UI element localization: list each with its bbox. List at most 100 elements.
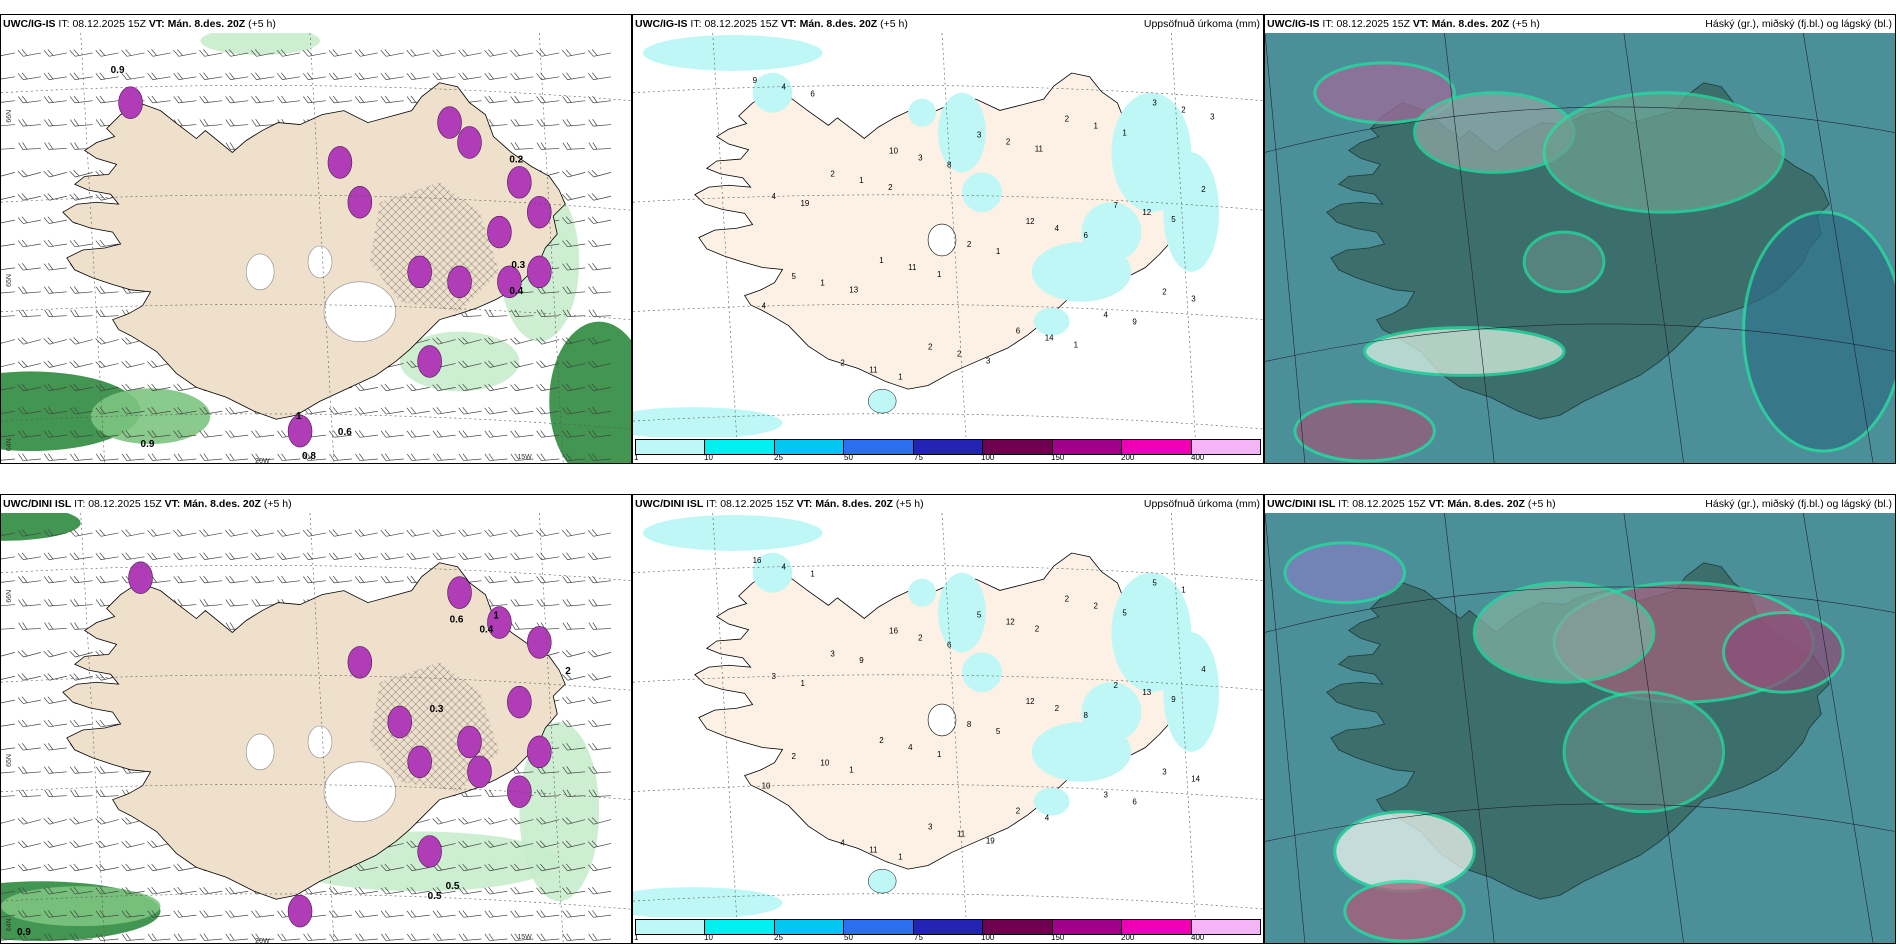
precip-value: 4 bbox=[782, 563, 787, 572]
cloud-area bbox=[1343, 879, 1466, 943]
wind-barb bbox=[69, 766, 93, 774]
wind-value: 0.3 bbox=[430, 704, 444, 715]
wind-barb bbox=[561, 337, 586, 345]
wind-barb bbox=[536, 72, 560, 80]
precip-legend: 1 10 25 50 75 100 150 200 400 bbox=[633, 917, 1263, 943]
wind-barb bbox=[354, 72, 378, 80]
wind-barb bbox=[69, 406, 93, 415]
precip-value: 9 bbox=[1171, 695, 1176, 704]
wind-barb bbox=[173, 886, 197, 895]
wind-barb bbox=[406, 430, 430, 438]
wind-barb bbox=[43, 383, 67, 392]
wind-barb bbox=[18, 118, 41, 127]
precip-map: 9 10 12 2 2 3 7 5 2 2 2 1 6 3 2 2 4 4 3 4 3 11 2 12 1 2 1 4 11 14 2 1 1 9… bbox=[633, 33, 1263, 437]
wind-barb bbox=[173, 529, 197, 537]
legend-label: 25 bbox=[774, 453, 783, 462]
precip-value: 13 bbox=[849, 286, 858, 295]
legend-swatch bbox=[1122, 920, 1192, 934]
wind-barb bbox=[225, 406, 249, 415]
wind-barb bbox=[147, 72, 171, 80]
wind-barb bbox=[95, 49, 119, 57]
snow-cell bbox=[527, 255, 552, 289]
wind-barb bbox=[121, 383, 145, 392]
wind-barb bbox=[173, 406, 197, 415]
wind-barb bbox=[69, 552, 93, 560]
wind-barb bbox=[1, 216, 16, 224]
wind-barb bbox=[69, 453, 93, 461]
wind-barb bbox=[458, 453, 482, 461]
wind-barb bbox=[1, 840, 16, 848]
wind-barb bbox=[147, 383, 171, 392]
wind-barb bbox=[69, 817, 93, 825]
wind-barb bbox=[43, 910, 67, 918]
wind-barb bbox=[354, 552, 378, 560]
wind-barb bbox=[95, 72, 119, 80]
wind-barb bbox=[536, 118, 560, 127]
wind-barb bbox=[562, 286, 586, 294]
wind-barb bbox=[96, 309, 119, 317]
precip-value: 10 bbox=[889, 146, 898, 155]
wind-barb bbox=[510, 72, 534, 80]
precip-value: 2 bbox=[840, 358, 845, 367]
wind-barb bbox=[380, 72, 404, 80]
glacier bbox=[323, 761, 397, 822]
wind-barb bbox=[1, 262, 15, 271]
wind-barb bbox=[147, 49, 171, 57]
wind-barb bbox=[1, 95, 15, 104]
cloud-map-panel-igis: UWC/IG-IS IT: 08.12.2025 15Z VT: Mán. 8.… bbox=[1264, 14, 1896, 464]
wind-barb bbox=[536, 142, 560, 150]
panel-header: UWC/DINI ISL IT: 08.12.2025 15Z VT: Mán.… bbox=[633, 495, 1263, 513]
wind-barb bbox=[510, 529, 534, 537]
precip-value: 1 bbox=[849, 766, 854, 775]
wind-barb bbox=[95, 863, 119, 872]
wind-barb bbox=[587, 673, 612, 681]
wind-barb bbox=[1, 933, 15, 941]
wind-barb bbox=[536, 910, 560, 918]
latitude-line bbox=[1, 85, 631, 101]
wind-barb bbox=[43, 360, 67, 368]
wind-barb bbox=[69, 933, 93, 941]
legend-swatch bbox=[844, 440, 914, 454]
wind-barb bbox=[588, 742, 612, 751]
wind-barb bbox=[406, 49, 430, 57]
precip-value: 3 bbox=[1162, 768, 1167, 777]
wind-barb bbox=[562, 696, 586, 704]
wind-barb bbox=[510, 360, 534, 368]
wind-barb bbox=[225, 598, 249, 607]
latitude-line bbox=[1, 784, 631, 800]
wind-barb bbox=[302, 72, 327, 80]
precip-area bbox=[1163, 632, 1220, 752]
wind-barb bbox=[380, 406, 404, 415]
wind-barb bbox=[17, 673, 41, 681]
graticule-line bbox=[1444, 513, 1495, 943]
wind-barb bbox=[199, 598, 223, 607]
wind-barb bbox=[354, 910, 378, 918]
precip-value: 4 bbox=[1201, 665, 1206, 674]
precip-probability-area bbox=[549, 321, 631, 463]
legend-swatch bbox=[1122, 440, 1192, 454]
wind-barb bbox=[510, 840, 534, 848]
wind-barb bbox=[536, 840, 560, 848]
wind-value: 0.5 bbox=[446, 881, 460, 892]
wind-barb bbox=[17, 49, 41, 57]
wind-barb bbox=[43, 650, 67, 658]
wind-barb bbox=[121, 863, 145, 872]
wind-barb bbox=[147, 552, 171, 560]
wind-barb bbox=[276, 49, 301, 57]
precip-value: 16 bbox=[753, 556, 762, 565]
wind-barb bbox=[199, 118, 223, 127]
snow-cell bbox=[417, 835, 442, 868]
wind-barb bbox=[225, 72, 249, 80]
wind-barb bbox=[484, 309, 508, 317]
graticule-line bbox=[1802, 513, 1874, 943]
wind-barb bbox=[18, 453, 41, 461]
wind-barb bbox=[43, 529, 67, 537]
precip-value: 3 bbox=[928, 822, 933, 831]
precip-area bbox=[908, 578, 937, 607]
cloud-area bbox=[1313, 61, 1456, 125]
wind-barb bbox=[70, 789, 93, 797]
wind-barb bbox=[43, 840, 67, 848]
wind-barb bbox=[432, 552, 456, 560]
precip-value: 4 bbox=[1045, 813, 1050, 822]
cloud-area bbox=[1542, 91, 1785, 214]
